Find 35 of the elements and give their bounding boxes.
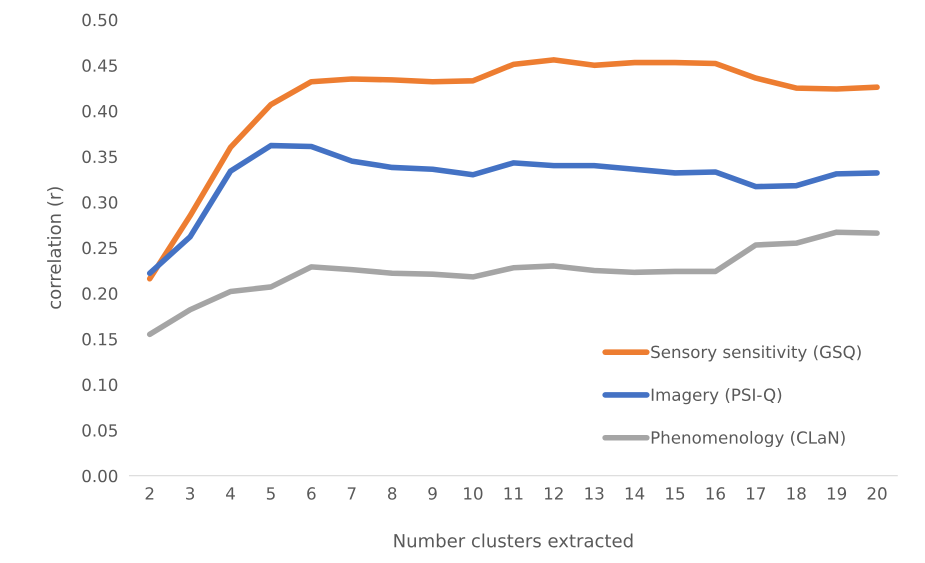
x-tick-label: 19: [828, 487, 846, 500]
x-tick-label: 11: [504, 487, 522, 500]
y-tick-label: 0.25: [82, 242, 117, 254]
x-tick-label: 9: [428, 487, 437, 500]
x-tick-label: 5: [266, 487, 275, 500]
x-tick-label: 14: [626, 487, 644, 500]
x-tick-label: 10: [464, 487, 482, 500]
x-tick-label: 20: [868, 487, 887, 500]
y-tick-label: 0.00: [82, 470, 118, 482]
legend-label: Imagery (PSI-Q): [652, 388, 782, 404]
x-tick-label: 15: [666, 487, 684, 500]
x-tick-label: 17: [747, 487, 765, 500]
y-axis-title: correlation (r): [47, 187, 64, 309]
x-axis-title: Number clusters extracted: [394, 534, 632, 548]
x-tick-label: 12: [545, 487, 563, 500]
x-tick-label: 18: [787, 487, 806, 500]
x-tick-label: 7: [348, 487, 356, 500]
x-tick-label: 2: [146, 487, 154, 500]
y-tick-label: 0.50: [82, 14, 118, 26]
y-tick-label: 0.40: [82, 104, 118, 118]
y-tick-label: 0.45: [82, 59, 117, 72]
y-tick-label: 0.35: [82, 150, 117, 164]
y-tick-label: 0.05: [82, 424, 117, 437]
x-tick-label: 8: [388, 487, 396, 500]
legend-label: Sensory sensitivity (GSQ): [651, 345, 861, 362]
legend-label: Phenomenology (CLaN): [652, 430, 845, 448]
y-tick-label: 0.15: [82, 332, 117, 346]
x-tick-label: 16: [706, 487, 725, 500]
y-tick-label: 0.10: [82, 378, 118, 392]
y-tick-label: 0.20: [82, 287, 118, 300]
y-tick-label: 0.30: [82, 196, 118, 209]
x-tick-label: 4: [226, 487, 235, 500]
x-tick-label: 13: [585, 487, 604, 500]
x-tick-label: 3: [186, 487, 194, 500]
x-tick-label: 6: [307, 487, 316, 500]
